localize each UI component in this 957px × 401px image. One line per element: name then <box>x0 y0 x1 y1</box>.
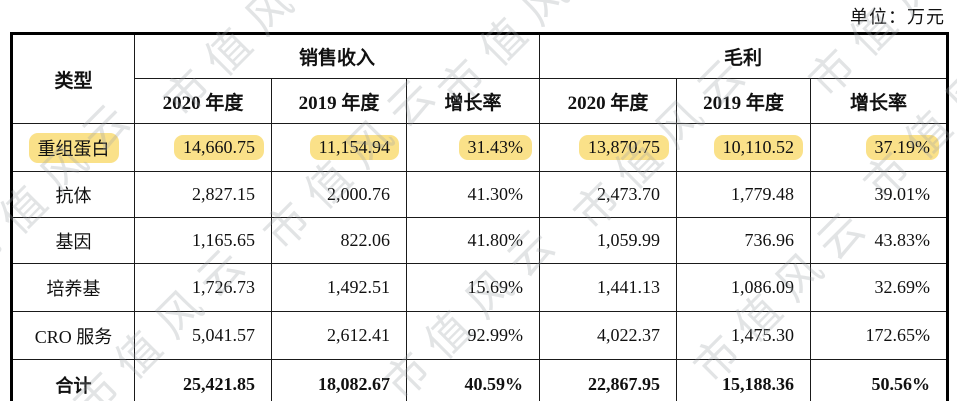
unit-label: 单位：万元 <box>850 7 945 27</box>
cell-value: 2,000.76 <box>271 171 407 218</box>
cell-value: 15,188.36 <box>676 359 811 401</box>
cell-value: 2,827.15 <box>134 171 272 218</box>
cell-value: 736.96 <box>676 217 811 264</box>
row-label: 重组蛋白 <box>11 123 135 172</box>
table-row-recombinant-protein: 重组蛋白 14,660.75 11,154.94 31.43% 13,870.7… <box>11 123 949 172</box>
cell-value: 172.65% <box>809 311 949 360</box>
cell-value: 25,421.85 <box>134 359 272 401</box>
highlight: 37.19% <box>865 135 940 160</box>
row-label: 基因 <box>11 217 135 264</box>
highlight: 11,154.94 <box>309 135 399 160</box>
cell-value: 5,041.57 <box>134 311 272 360</box>
highlight: 13,870.75 <box>579 135 669 160</box>
row-label: 抗体 <box>11 171 135 218</box>
row-label: 培养基 <box>11 263 135 312</box>
col-header-2019-profit: 2019 年度 <box>676 78 811 124</box>
cell-value: 50.56% <box>809 359 949 401</box>
cell-value: 41.80% <box>406 217 540 264</box>
cell-value: 18,082.67 <box>271 359 407 401</box>
table-row-antibody: 抗体 2,827.15 2,000.76 41.30% 2,473.70 1,7… <box>11 171 949 218</box>
cell-value: 4,022.37 <box>539 311 677 360</box>
table-row-cro-service: CRO 服务 5,041.57 2,612.41 92.99% 4,022.37… <box>11 311 949 360</box>
cell-value: 37.19% <box>809 123 949 172</box>
cell-value: 41.30% <box>406 171 540 218</box>
group-header-row: 类型 销售收入 毛利 <box>11 33 949 124</box>
cell-value: 1,441.13 <box>539 263 677 312</box>
cell-value: 2,473.70 <box>539 171 677 218</box>
sub-header-row: 2020 年度 2019 年度 增长率 2020 年度 2019 年度 增长率 <box>12 78 949 124</box>
group-header-sales-revenue: 销售收入 <box>134 33 540 79</box>
cell-value: 1,726.73 <box>134 263 272 312</box>
group-header-gross-profit: 毛利 <box>538 33 949 79</box>
financial-table: 类型 销售收入 毛利 2020 年度 2019 年度 增长率 2020 年度 2… <box>10 32 950 401</box>
cell-value: 1,779.48 <box>676 171 811 218</box>
cell-value: 13,870.75 <box>539 123 677 172</box>
cell-value: 1,059.99 <box>539 217 677 264</box>
cell-value: 1,165.65 <box>134 217 272 264</box>
col-header-type: 类型 <box>11 33 135 124</box>
row-label: CRO 服务 <box>11 311 135 360</box>
cell-value: 1,086.09 <box>676 263 811 312</box>
cell-value: 40.59% <box>406 359 540 401</box>
highlight: 31.43% <box>458 135 532 160</box>
col-header-growth-profit: 增长率 <box>809 78 949 124</box>
cell-value: 43.83% <box>809 217 949 264</box>
cell-value: 822.06 <box>271 217 407 264</box>
cell-value: 1,475.30 <box>676 311 811 360</box>
col-header-growth-revenue: 增长率 <box>406 78 540 124</box>
cell-value: 15.69% <box>406 263 540 312</box>
cell-value: 2,612.41 <box>271 311 407 360</box>
cell-value: 22,867.95 <box>539 359 677 401</box>
cell-value: 10,110.52 <box>676 123 811 172</box>
row-label: 合计 <box>11 359 135 401</box>
col-header-2019-revenue: 2019 年度 <box>271 78 407 124</box>
cell-value: 14,660.75 <box>134 123 272 172</box>
cell-value: 1,492.51 <box>271 263 407 312</box>
cell-value: 31.43% <box>406 123 540 172</box>
table-row-culture-medium: 培养基 1,726.73 1,492.51 15.69% 1,441.13 1,… <box>11 263 949 312</box>
table-row-gene: 基因 1,165.65 822.06 41.80% 1,059.99 736.9… <box>11 217 949 264</box>
col-header-2020-profit: 2020 年度 <box>539 78 677 124</box>
table-row-total: 合计 25,421.85 18,082.67 40.59% 22,867.95 … <box>11 359 949 401</box>
highlight: 重组蛋白 <box>28 132 119 163</box>
cell-value: 92.99% <box>406 311 540 360</box>
highlight: 10,110.52 <box>713 135 803 160</box>
highlight: 14,660.75 <box>174 135 264 160</box>
cell-value: 11,154.94 <box>271 123 407 172</box>
cell-value: 39.01% <box>809 171 949 218</box>
col-header-2020-revenue: 2020 年度 <box>134 78 272 124</box>
cell-value: 32.69% <box>809 263 949 312</box>
